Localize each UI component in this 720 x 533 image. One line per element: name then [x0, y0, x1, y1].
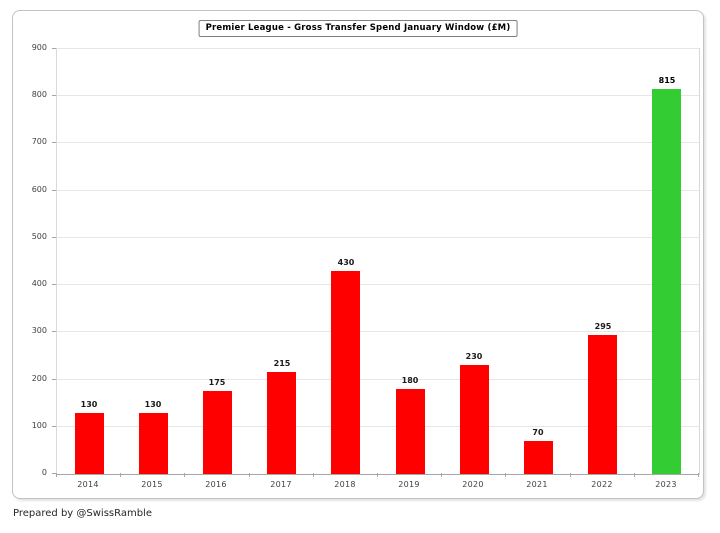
y-axis-tick-mark — [52, 48, 56, 49]
gridline — [57, 190, 699, 191]
gridline — [57, 48, 699, 49]
bar-2016 — [203, 391, 232, 474]
y-axis-tick-mark — [52, 426, 56, 427]
x-axis-tick-label: 2015 — [141, 480, 163, 489]
bar-2022 — [588, 335, 617, 474]
bar-2015 — [139, 413, 168, 474]
bar-value-label: 215 — [273, 359, 291, 368]
x-axis-tick-label: 2020 — [462, 480, 484, 489]
x-axis-tick-label: 2023 — [655, 480, 677, 489]
x-axis-line — [57, 474, 699, 475]
bar-2023 — [652, 89, 681, 474]
x-axis-tick-label: 2018 — [334, 480, 356, 489]
credit-text: Prepared by @SwissRamble — [13, 508, 152, 519]
gridline — [57, 237, 699, 238]
bar-value-label: 70 — [532, 428, 544, 437]
bar-2017 — [267, 372, 296, 474]
y-axis-tick-mark — [52, 142, 56, 143]
x-axis-tick-mark — [120, 473, 121, 477]
bar-value-label: 815 — [658, 76, 676, 85]
bar-value-label: 430 — [337, 258, 355, 267]
x-axis-tick-label: 2019 — [398, 480, 420, 489]
y-axis-tick-mark — [52, 190, 56, 191]
y-axis-tick-label: 0 — [41, 468, 47, 477]
x-axis-tick-mark — [441, 473, 442, 477]
x-axis-tick-mark — [505, 473, 506, 477]
y-axis-tick-mark — [52, 379, 56, 380]
gridline — [57, 331, 699, 332]
y-axis-tick-label: 200 — [31, 374, 47, 383]
gridline — [57, 426, 699, 427]
bar-value-label: 130 — [144, 400, 162, 409]
x-axis-tick-mark — [570, 473, 571, 477]
gridline — [57, 95, 699, 96]
x-axis-tick-mark — [634, 473, 635, 477]
bar-2019 — [396, 389, 425, 474]
y-axis-tick-mark — [52, 284, 56, 285]
y-axis-tick-mark — [52, 473, 56, 474]
gridline — [57, 142, 699, 143]
bar-value-label: 295 — [594, 322, 612, 331]
x-axis-tick-label: 2017 — [270, 480, 292, 489]
x-axis-tick-label: 2022 — [591, 480, 613, 489]
bar-2021 — [524, 441, 553, 474]
y-axis-tick-label: 800 — [31, 90, 47, 99]
y-axis-tick-label: 300 — [31, 326, 47, 335]
bar-2014 — [75, 413, 104, 474]
y-axis-tick-label: 500 — [31, 232, 47, 241]
x-axis-tick-mark — [184, 473, 185, 477]
x-axis-tick-mark — [249, 473, 250, 477]
bar-value-label: 180 — [401, 376, 419, 385]
bar-2018 — [331, 271, 360, 474]
chart-frame: Premier League - Gross Transfer Spend Ja… — [12, 10, 704, 499]
chart-title: Premier League - Gross Transfer Spend Ja… — [198, 20, 518, 37]
bar-2020 — [460, 365, 489, 474]
y-axis-tick-label: 700 — [31, 137, 47, 146]
y-axis-tick-mark — [52, 95, 56, 96]
x-axis-tick-label: 2014 — [77, 480, 99, 489]
gridline — [57, 284, 699, 285]
x-axis-tick-mark — [377, 473, 378, 477]
y-axis-tick-label: 900 — [31, 43, 47, 52]
x-axis-tick-mark — [698, 473, 699, 477]
x-axis-tick-label: 2016 — [205, 480, 227, 489]
bar-value-label: 175 — [208, 378, 226, 387]
plot-area: 130 130 175 215 430 180 230 70 295 815 — [56, 48, 700, 475]
y-axis-tick-label: 100 — [31, 421, 47, 430]
x-axis-tick-mark — [313, 473, 314, 477]
y-axis-tick-label: 400 — [31, 279, 47, 288]
x-axis-tick-label: 2021 — [526, 480, 548, 489]
y-axis-tick-mark — [52, 237, 56, 238]
x-axis-tick-mark — [56, 473, 57, 477]
gridline — [57, 379, 699, 380]
y-axis-tick-mark — [52, 331, 56, 332]
bar-value-label: 130 — [80, 400, 98, 409]
bar-value-label: 230 — [465, 352, 483, 361]
y-axis-tick-label: 600 — [31, 185, 47, 194]
